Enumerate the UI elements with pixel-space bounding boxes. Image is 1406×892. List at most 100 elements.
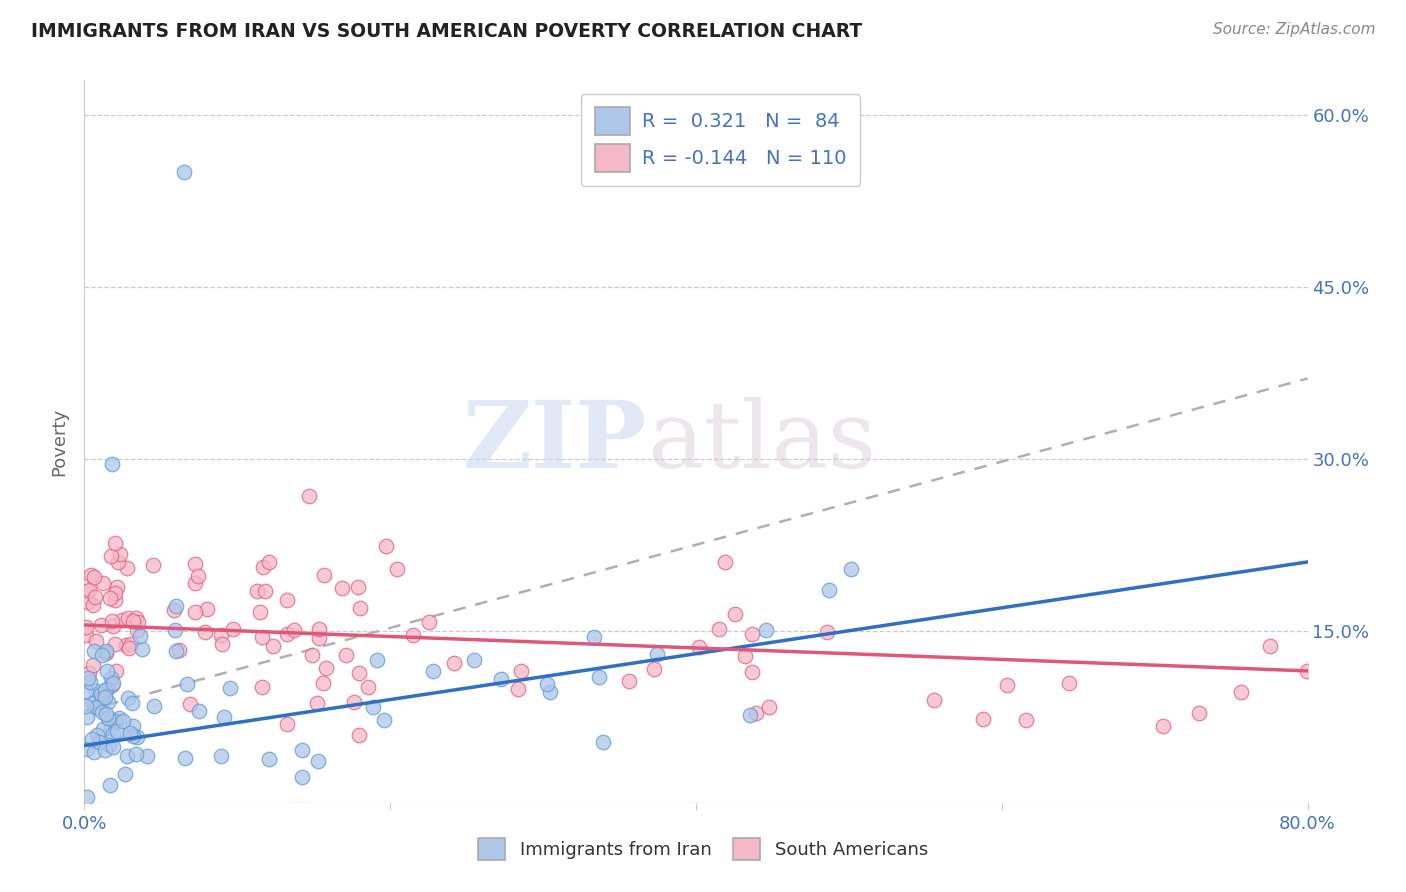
Point [688,640,710,654]
Point [349,666,371,681]
Point [643,662,665,676]
Point [714,555,737,569]
Point [366,653,388,667]
Point [592,735,614,749]
Point [91,694,114,708]
Point [463,653,485,667]
Point [307,755,329,769]
Text: ZIP: ZIP [463,397,647,486]
Legend: Immigrants from Iran, South Americans: Immigrants from Iran, South Americans [471,830,935,867]
Point [163,602,186,616]
Point [308,632,330,646]
Point [315,661,337,675]
Point [165,599,187,614]
Point [96,646,118,660]
Point [188,704,211,718]
Point [815,625,838,640]
Point [254,583,277,598]
Point [184,605,207,619]
Point [211,637,233,651]
Point [83,590,105,604]
Point [121,696,143,710]
Point [101,678,124,692]
Y-axis label: Poverty: Poverty [51,408,69,475]
Point [176,676,198,690]
Point [142,698,165,713]
Point [77,671,100,685]
Point [307,696,329,710]
Point [209,628,232,642]
Point [101,614,124,628]
Point [97,711,120,725]
Point [101,676,124,690]
Point [108,547,131,561]
Point [332,581,354,595]
Point [142,558,165,572]
Point [1188,706,1211,720]
Point [107,555,129,569]
Point [173,165,195,179]
Point [115,561,138,575]
Point [77,583,100,598]
Point [101,727,124,741]
Point [972,712,994,726]
Point [83,644,105,658]
Point [257,752,280,766]
Point [312,676,335,690]
Point [184,558,207,572]
Point [80,732,103,747]
Point [246,583,269,598]
Point [995,678,1018,692]
Point [252,560,274,574]
Point [385,562,408,576]
Point [83,570,105,584]
Point [87,734,110,748]
Point [76,742,98,756]
Point [114,766,136,780]
Point [94,706,117,721]
Point [83,699,105,714]
Point [724,607,747,622]
Point [184,575,207,590]
Point [209,748,232,763]
Point [374,539,396,553]
Point [100,549,122,564]
Point [583,630,606,644]
Point [79,674,101,689]
Point [105,664,128,678]
Text: Source: ZipAtlas.com: Source: ZipAtlas.com [1212,22,1375,37]
Point [588,670,610,684]
Point [115,638,138,652]
Point [298,490,321,504]
Point [94,690,117,705]
Point [75,684,97,698]
Text: IMMIGRANTS FROM IRAN VS SOUTH AMERICAN POVERTY CORRELATION CHART: IMMIGRANTS FROM IRAN VS SOUTH AMERICAN P… [31,22,862,41]
Point [76,710,98,724]
Point [335,648,357,663]
Point [84,634,107,648]
Point [343,695,366,709]
Point [738,708,761,723]
Point [117,611,139,625]
Point [104,536,127,550]
Point [94,683,117,698]
Point [257,555,280,569]
Point [135,749,157,764]
Point [82,697,104,711]
Point [349,601,371,615]
Point [90,648,112,662]
Point [93,742,115,756]
Point [617,674,640,689]
Point [758,699,780,714]
Point [1258,639,1281,653]
Point [91,575,114,590]
Point [361,700,384,714]
Point [741,626,763,640]
Point [104,593,127,607]
Point [127,615,149,629]
Point [422,665,444,679]
Point [100,671,122,685]
Point [536,677,558,691]
Point [707,622,730,636]
Point [510,664,533,678]
